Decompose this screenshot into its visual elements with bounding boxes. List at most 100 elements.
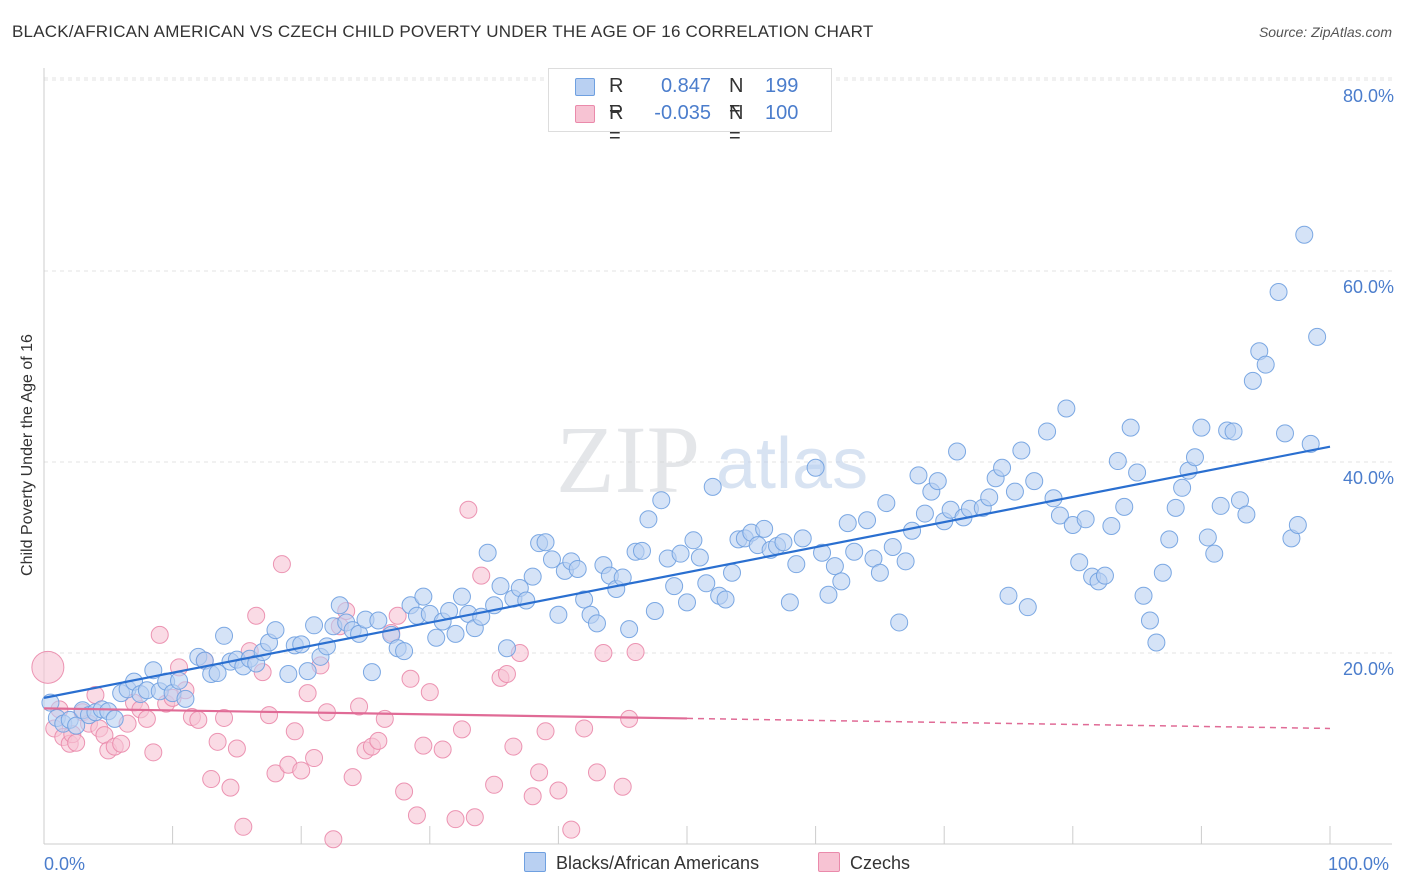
blacks-point	[1018, 598, 1037, 617]
y-tick-label: 40.0%	[1342, 468, 1394, 488]
blacks-point	[1102, 516, 1121, 535]
bottom-legend-swatch-blue	[524, 852, 546, 872]
blacks-point	[1012, 441, 1031, 460]
blacks-point	[703, 477, 722, 496]
czechs-point	[324, 830, 343, 849]
blacks-point	[671, 544, 690, 563]
blacks-point	[1185, 448, 1204, 467]
czechs-point	[433, 740, 452, 759]
czechs-point	[549, 781, 568, 800]
blacks-point	[723, 563, 742, 582]
blacks-point	[678, 593, 696, 612]
legend-swatch-pink	[575, 105, 595, 123]
blacks-point	[1211, 496, 1230, 515]
czechs-point	[401, 669, 420, 688]
blacks-point	[755, 519, 774, 538]
blacks-point	[832, 572, 851, 591]
czechs-point	[485, 775, 504, 794]
czechs-point	[227, 739, 246, 758]
bottom-legend-blacks: Blacks/African Americans	[524, 852, 759, 874]
blacks-point	[858, 511, 877, 530]
blacks-point	[1095, 566, 1114, 585]
blacks-point	[1057, 399, 1076, 418]
czechs-point	[613, 777, 632, 796]
czechs-point	[452, 720, 471, 739]
blacks-trend-line	[43, 445, 1331, 699]
blacks-point	[877, 494, 896, 513]
stats-legend: R = 0.847 N = 199 R = -0.035 N = 100	[548, 68, 832, 147]
watermark: ZIP atlas	[556, 406, 868, 513]
bottom-legend-swatch-pink	[818, 852, 840, 872]
czechs-point	[395, 782, 414, 801]
blacks-point	[948, 442, 967, 461]
legend-r-value: -0.035	[654, 102, 711, 124]
blacks-point	[587, 614, 606, 633]
blacks-point	[1044, 489, 1063, 508]
blacks-point	[491, 577, 510, 596]
blacks-point	[1076, 510, 1095, 529]
czechs-point	[459, 500, 478, 519]
czechs-point	[305, 749, 324, 768]
blacks-point	[1005, 482, 1024, 501]
blacks-point	[1134, 586, 1153, 605]
blacks-point	[993, 458, 1012, 477]
blacks-point	[279, 665, 298, 684]
blacks-point	[838, 514, 857, 533]
blacks-point	[883, 537, 902, 556]
czechs-point	[272, 555, 291, 574]
czechs-point	[247, 606, 266, 625]
blacks-point	[517, 591, 536, 610]
czechs-point	[112, 734, 131, 753]
czechs-point	[472, 566, 491, 585]
czechs-point	[234, 817, 253, 836]
legend-r-label: R =	[609, 75, 624, 120]
czechs-point	[414, 736, 433, 755]
blacks-point	[497, 639, 516, 658]
blacks-point	[1038, 422, 1057, 441]
czechs-point	[446, 810, 465, 829]
blacks-point	[870, 563, 889, 582]
czechs-point	[292, 761, 311, 780]
legend-r-label: R =	[609, 102, 624, 147]
blacks-point	[176, 689, 195, 708]
blacks-point	[1205, 544, 1224, 563]
czechs-point	[420, 683, 439, 702]
x-tick-label: 0.0%	[44, 854, 86, 874]
legend-n-label: N =	[729, 75, 744, 120]
blacks-point	[542, 550, 561, 569]
czechs-point	[67, 733, 86, 752]
blacks-point	[632, 541, 651, 560]
blacks-point	[215, 626, 234, 645]
czechs-trend-line-dashed	[686, 717, 1331, 730]
blacks-point	[1025, 472, 1044, 491]
blacks-point	[1288, 516, 1307, 535]
legend-swatch-blue	[575, 78, 595, 96]
czechs-trend-line	[43, 707, 688, 720]
czechs-point	[144, 743, 163, 762]
blacks-point	[845, 542, 864, 561]
watermark-zip: ZIP	[556, 406, 700, 513]
czechs-point	[137, 709, 156, 728]
y-tick-label: 20.0%	[1342, 659, 1394, 679]
blacks-point	[645, 601, 664, 620]
czechs-point	[523, 787, 542, 806]
blacks-point	[1160, 530, 1179, 549]
blacks-point	[266, 621, 285, 640]
blacks-point	[1224, 422, 1243, 441]
source-label: Source: ZipAtlas.com	[1258, 24, 1392, 40]
blacks-point	[1070, 553, 1089, 572]
czechs-point	[465, 808, 484, 827]
czechs-point	[298, 684, 317, 703]
blacks-point	[1295, 225, 1314, 244]
czechs-point	[150, 625, 169, 644]
blacks-point	[536, 533, 555, 552]
blacks-point	[1275, 424, 1294, 443]
blacks-point	[684, 531, 703, 550]
blacks-point	[298, 662, 317, 681]
blacks-point	[793, 529, 812, 548]
blacks-point	[1121, 418, 1140, 437]
blacks-point	[613, 568, 632, 587]
czechs-point	[530, 763, 549, 782]
blacks-point	[903, 521, 922, 540]
